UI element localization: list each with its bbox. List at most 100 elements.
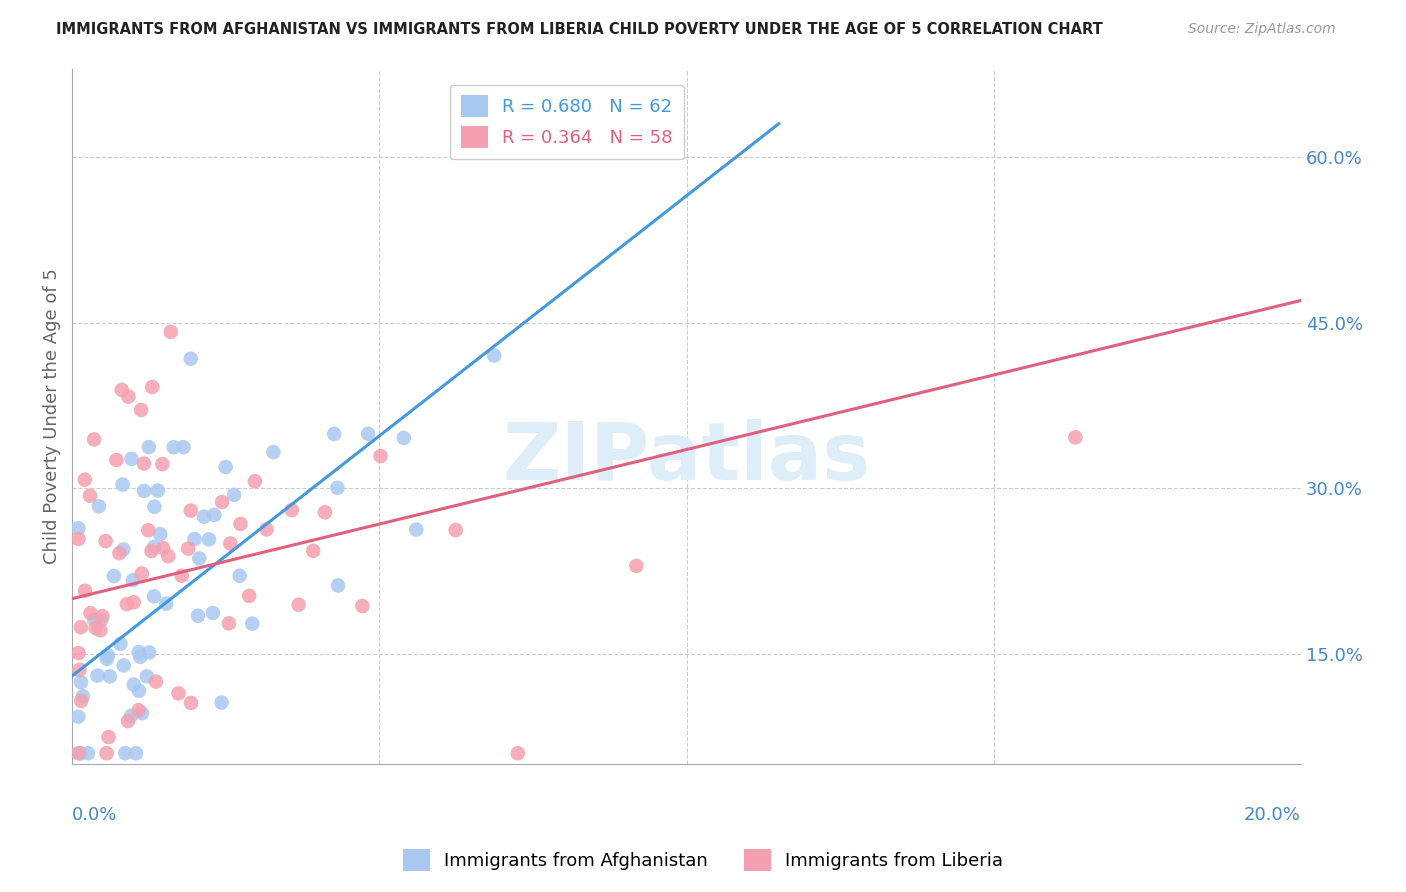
Point — [97, 730, 120, 744]
Point — [187, 608, 209, 623]
Point — [138, 440, 160, 454]
Point — [131, 566, 153, 581]
Point — [149, 527, 172, 541]
Point — [122, 595, 145, 609]
Text: ZIPatlas: ZIPatlas — [502, 419, 870, 497]
Point — [157, 549, 180, 564]
Point — [146, 483, 169, 498]
Point — [73, 473, 96, 487]
Point — [392, 431, 415, 445]
Point — [96, 652, 118, 666]
Point — [180, 351, 202, 366]
Point — [143, 500, 166, 514]
Text: 20.0%: 20.0% — [1244, 806, 1301, 824]
Point — [218, 616, 240, 631]
Point — [141, 380, 163, 394]
Point — [69, 620, 91, 634]
Point — [183, 532, 205, 546]
Point — [314, 505, 336, 519]
Point — [484, 349, 506, 363]
Point — [177, 541, 200, 556]
Point — [155, 597, 177, 611]
Point — [128, 683, 150, 698]
Point — [167, 686, 190, 700]
Point — [67, 709, 90, 723]
Point — [326, 481, 349, 495]
Point — [136, 523, 159, 537]
Point — [193, 509, 215, 524]
Point — [240, 616, 263, 631]
Point — [326, 578, 349, 592]
Point — [198, 533, 221, 547]
Text: 0.0%: 0.0% — [72, 806, 118, 824]
Point — [69, 746, 91, 760]
Point — [86, 668, 108, 682]
Point — [96, 746, 118, 760]
Point — [129, 649, 152, 664]
Point — [111, 477, 134, 491]
Point — [506, 746, 529, 760]
Point — [302, 544, 325, 558]
Point — [262, 445, 284, 459]
Point — [69, 663, 91, 677]
Point — [211, 696, 233, 710]
Point — [201, 606, 224, 620]
Point — [152, 541, 174, 556]
Point — [243, 474, 266, 488]
Point — [128, 703, 150, 717]
Point — [352, 599, 374, 613]
Point — [256, 522, 278, 536]
Point — [138, 645, 160, 659]
Point — [215, 460, 238, 475]
Legend: Immigrants from Afghanistan, Immigrants from Liberia: Immigrants from Afghanistan, Immigrants … — [395, 842, 1011, 879]
Point — [105, 453, 128, 467]
Point — [229, 516, 252, 531]
Point — [129, 403, 152, 417]
Point — [67, 646, 90, 660]
Point — [67, 521, 90, 535]
Point — [122, 573, 145, 587]
Point — [211, 495, 233, 509]
Point — [103, 569, 125, 583]
Point — [202, 508, 225, 522]
Point — [143, 590, 166, 604]
Point — [125, 746, 148, 760]
Point — [73, 583, 96, 598]
Point — [83, 433, 105, 447]
Point — [180, 503, 202, 517]
Point — [287, 598, 309, 612]
Point — [626, 558, 648, 573]
Point — [72, 689, 94, 703]
Point — [357, 426, 380, 441]
Point — [98, 669, 121, 683]
Point — [84, 621, 107, 635]
Point — [91, 609, 114, 624]
Point — [1064, 430, 1087, 444]
Point — [188, 551, 211, 566]
Point — [150, 457, 173, 471]
Point — [67, 532, 90, 546]
Point — [79, 606, 101, 620]
Point — [180, 696, 202, 710]
Point — [114, 746, 136, 760]
Text: Source: ZipAtlas.com: Source: ZipAtlas.com — [1188, 22, 1336, 37]
Point — [141, 544, 163, 558]
Point — [238, 589, 260, 603]
Point — [370, 449, 392, 463]
Point — [79, 489, 101, 503]
Point — [87, 500, 110, 514]
Point — [117, 390, 139, 404]
Point — [83, 613, 105, 627]
Point — [122, 677, 145, 691]
Point — [163, 440, 186, 454]
Point — [121, 451, 143, 466]
Point — [70, 675, 93, 690]
Point — [228, 569, 250, 583]
Point — [97, 648, 120, 663]
Point — [90, 613, 112, 627]
Point — [77, 746, 100, 760]
Point — [170, 568, 193, 582]
Point — [94, 534, 117, 549]
Point — [112, 658, 135, 673]
Point — [135, 669, 157, 683]
